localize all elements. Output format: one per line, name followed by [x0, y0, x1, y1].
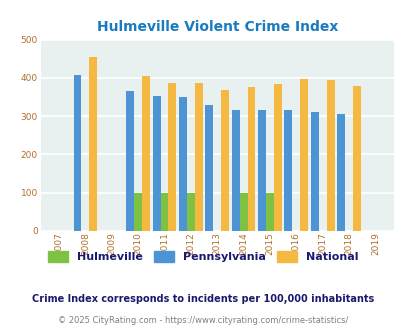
Bar [247, 87, 255, 231]
Bar [221, 90, 228, 231]
Bar [239, 193, 247, 231]
Bar [326, 80, 334, 231]
Text: Crime Index corresponds to incidents per 100,000 inhabitants: Crime Index corresponds to incidents per… [32, 294, 373, 304]
Bar [336, 114, 344, 231]
Bar [265, 193, 273, 231]
Text: © 2025 CityRating.com - https://www.cityrating.com/crime-statistics/: © 2025 CityRating.com - https://www.city… [58, 316, 347, 325]
Bar [152, 96, 160, 231]
Bar [179, 97, 186, 231]
Bar [134, 193, 142, 231]
Bar [126, 91, 134, 231]
Bar [273, 84, 281, 231]
Bar [300, 79, 307, 231]
Bar [168, 83, 176, 231]
Bar [194, 83, 202, 231]
Bar [142, 76, 149, 231]
Bar [160, 193, 168, 231]
Bar [352, 85, 360, 231]
Bar [258, 111, 265, 231]
Bar [205, 105, 213, 231]
Bar [186, 193, 194, 231]
Bar [284, 111, 292, 231]
Title: Hulmeville Violent Crime Index: Hulmeville Violent Crime Index [96, 20, 337, 34]
Bar [89, 57, 97, 231]
Legend: Hulmeville, Pennsylvania, National: Hulmeville, Pennsylvania, National [43, 247, 362, 267]
Bar [73, 75, 81, 231]
Bar [310, 112, 318, 231]
Bar [231, 111, 239, 231]
